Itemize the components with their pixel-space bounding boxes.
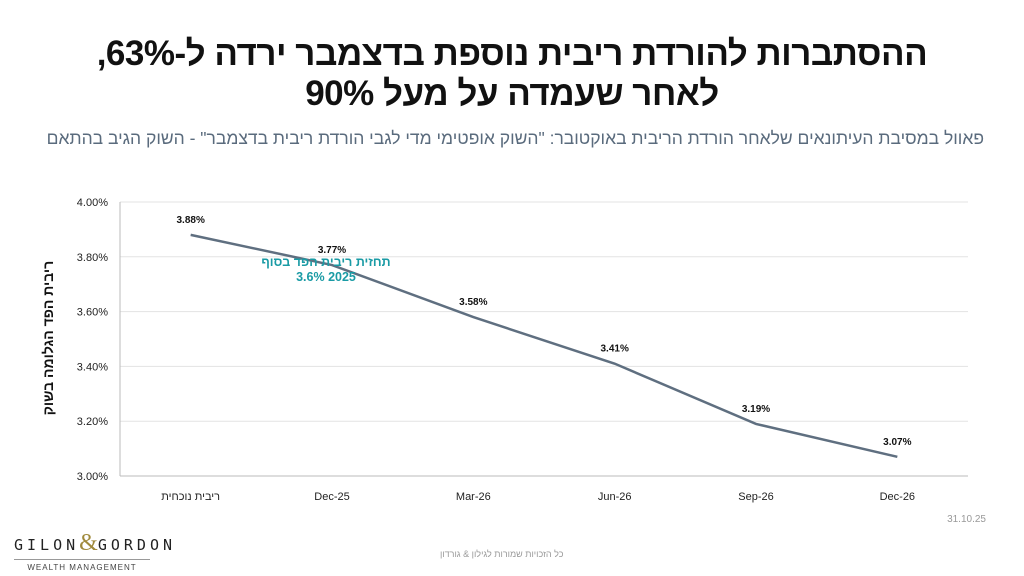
logo-left: GILON: [14, 536, 80, 554]
y-tick-label: 4.00%: [77, 197, 108, 209]
logo-subtitle: WEALTH MANAGEMENT: [27, 563, 137, 572]
logo-right: GORDON: [97, 536, 177, 554]
y-tick-label: 3.00%: [77, 471, 108, 483]
title-line-1: ההסתברות להורדת ריבית נוספת בדצמבר ירדה …: [96, 34, 928, 73]
copyright: כל הזכויות שמורות לגילון & גורדון: [440, 549, 564, 559]
x-tick-label: ריבית נוכחית: [161, 491, 220, 503]
date: 31.10.25: [947, 514, 986, 525]
x-tick-label: Jun-26: [598, 491, 632, 503]
data-label: 3.77%: [318, 245, 346, 256]
y-tick-label: 3.20%: [77, 416, 108, 428]
subtitle: פאוול במסיבת העיתונאים שלאחר הורדת הריבי…: [46, 128, 984, 148]
x-tick-label: Dec-26: [880, 491, 915, 503]
forecast-annotation-line2: 3.6% 2025: [296, 270, 356, 284]
x-tick-label: Mar-26: [456, 491, 491, 503]
data-label: 3.58%: [459, 297, 487, 308]
y-tick-label: 3.60%: [77, 307, 108, 319]
data-label: 3.07%: [883, 437, 911, 448]
x-tick-label: Sep-26: [738, 491, 773, 503]
page-title: ההסתברות להורדת ריבית נוספת בדצמבר ירדה …: [0, 34, 1024, 114]
forecast-annotation-line1: תחזית ריבית הפד בסוף: [261, 255, 390, 269]
logo: GILON&GORDON WEALTH MANAGEMENT: [14, 530, 172, 572]
series-line: [190, 233, 898, 459]
title-line-2: לאחר שעמדה על מעל 90%: [305, 74, 719, 113]
logo-amp: &: [79, 530, 98, 556]
y-tick-label: 3.80%: [77, 252, 108, 264]
x-tick-label: Dec-25: [314, 491, 349, 503]
y-tick-label: 3.40%: [77, 361, 108, 373]
data-label: 3.41%: [600, 344, 628, 355]
data-label: 3.88%: [176, 215, 204, 226]
y-axis-label: ריבית הפד הגלומה בשוק: [40, 260, 56, 416]
data-label: 3.19%: [742, 404, 770, 415]
